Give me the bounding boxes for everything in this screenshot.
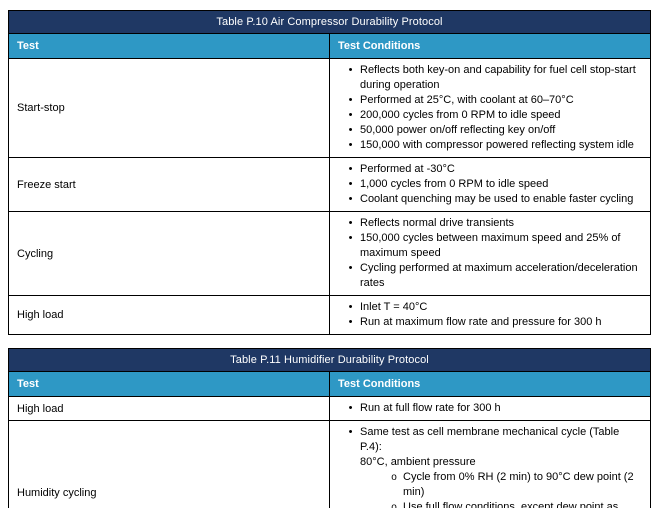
test-name: Cycling <box>8 211 330 296</box>
table-header-row: Test Test Conditions <box>8 371 651 397</box>
condition-item: • Performed at -30°C <box>330 162 644 177</box>
test-conditions-cell: • Inlet T = 40°C • Run at maximum flow rate… <box>329 295 651 335</box>
table-title-row: Table P.11 Humidifier Durability Protoco… <box>8 348 651 372</box>
sub-bullet-icon: o <box>391 472 397 483</box>
column-header-test: Test <box>8 33 330 59</box>
table-title: Table P.10 Air Compressor Durability Pro… <box>8 10 651 34</box>
test-name: Freeze start <box>8 157 330 212</box>
condition-item: • 200,000 cycles from 0 RPM to idle speed <box>330 108 644 123</box>
condition-text: Reflects both key-on and capability for … <box>360 64 636 91</box>
bullet-icon: • <box>348 316 353 328</box>
condition-text: Performed at -30°C <box>360 163 455 175</box>
condition-item: • Same test as cell membrane mechanical c… <box>330 425 644 470</box>
condition-text: Inlet T = 40°C <box>360 301 428 313</box>
condition-text: Performed at 25°C, with coolant at 60–70… <box>360 94 574 106</box>
bullet-icon: • <box>348 426 353 438</box>
table-title-row: Table P.10 Air Compressor Durability Pro… <box>8 10 651 34</box>
condition-item: • Run at full flow rate for 300 h <box>330 401 644 416</box>
condition-text: Cycle from 0% RH (2 min) to 90°C dew poi… <box>403 471 634 498</box>
condition-item: • Inlet T = 40°C <box>330 300 644 315</box>
table-title: Table P.11 Humidifier Durability Protoco… <box>8 348 651 372</box>
test-conditions-cell: • Run at full flow rate for 300 h <box>329 396 651 421</box>
condition-item: • 50,000 power on/off reflecting key on/o… <box>330 123 644 138</box>
condition-item: • Run at maximum flow rate and pressure f… <box>330 315 644 330</box>
table-row: Freeze start • Performed at -30°C • 1,000 cy… <box>8 157 651 212</box>
bullet-icon: • <box>348 124 353 136</box>
condition-item: • Reflects normal drive transients <box>330 216 644 231</box>
column-header-test-conditions: Test Conditions <box>329 371 651 397</box>
table-header-row: Test Test Conditions <box>8 33 651 59</box>
condition-text: Cycling performed at maximum acceleratio… <box>360 262 638 289</box>
table-row: High load • Inlet T = 40°C • Run at maximum … <box>8 295 651 335</box>
test-name: High load <box>8 396 330 421</box>
bullet-icon: • <box>348 163 353 175</box>
table-row: Cycling • Reflects normal drive transients… <box>8 211 651 296</box>
condition-item: • 150,000 cycles between maximum speed an… <box>330 231 644 261</box>
test-conditions-cell: • Performed at -30°C • 1,000 cycles from 0 … <box>329 157 651 212</box>
bullet-icon: • <box>348 402 353 414</box>
test-name: Humidity cycling <box>8 420 330 508</box>
condition-text: 1,000 cycles from 0 RPM to idle speed <box>360 178 549 190</box>
condition-text: 50,000 power on/off reflecting key on/of… <box>360 124 556 136</box>
condition-item: o Use full flow conditions, except dew po… <box>330 500 644 508</box>
condition-text: Reflects normal drive transients <box>360 217 515 229</box>
bullet-icon: • <box>348 217 353 229</box>
condition-text: 200,000 cycles from 0 RPM to idle speed <box>360 109 561 121</box>
table-row: High load • Run at full flow rate for 300 … <box>8 396 651 421</box>
bullet-icon: • <box>348 109 353 121</box>
test-conditions-cell: • Reflects normal drive transients • 150,00… <box>329 211 651 296</box>
bullet-icon: • <box>348 262 353 274</box>
condition-item: o Cycle from 0% RH (2 min) to 90°C dew po… <box>330 470 644 500</box>
condition-item: • 1,000 cycles from 0 RPM to idle speed <box>330 177 644 192</box>
test-conditions-cell: • Same test as cell membrane mechanical c… <box>329 420 651 508</box>
table-row: Start-stop • Reflects both key-on and capa… <box>8 58 651 158</box>
table-row: Humidity cycling • Same test as cell membr… <box>8 420 651 508</box>
condition-text: Same test as cell membrane mechanical cy… <box>360 426 620 468</box>
condition-text: Run at full flow rate for 300 h <box>360 402 501 414</box>
sub-bullet-icon: o <box>391 502 397 508</box>
condition-text: 150,000 with compressor powered reflecti… <box>360 139 634 151</box>
column-header-test: Test <box>8 371 330 397</box>
condition-text: Coolant quenching may be used to enable … <box>360 193 634 205</box>
condition-item: • Coolant quenching may be used to enable… <box>330 192 644 207</box>
bullet-icon: • <box>348 232 353 244</box>
condition-item: • Performed at 25°C, with coolant at 60–7… <box>330 93 644 108</box>
column-header-test-conditions: Test Conditions <box>329 33 651 59</box>
condition-item: • 150,000 with compressor powered reflect… <box>330 138 644 153</box>
protocol-table: Table P.11 Humidifier Durability Protoco… <box>8 348 651 508</box>
bullet-icon: • <box>348 301 353 313</box>
condition-text: 150,000 cycles between maximum speed and… <box>360 232 621 259</box>
test-name: High load <box>8 295 330 335</box>
bullet-icon: • <box>348 94 353 106</box>
bullet-icon: • <box>348 193 353 205</box>
bullet-icon: • <box>348 178 353 190</box>
condition-text: Use full flow conditions, except dew poi… <box>403 501 619 508</box>
bullet-icon: • <box>348 139 353 151</box>
bullet-icon: • <box>348 64 353 76</box>
test-conditions-cell: • Reflects both key-on and capability for… <box>329 58 651 158</box>
condition-item: • Reflects both key-on and capability for… <box>330 63 644 93</box>
condition-text: Run at maximum flow rate and pressure fo… <box>360 316 602 328</box>
protocol-table: Table P.10 Air Compressor Durability Pro… <box>8 10 651 335</box>
condition-item: • Cycling performed at maximum accelerati… <box>330 261 644 291</box>
test-name: Start-stop <box>8 58 330 158</box>
